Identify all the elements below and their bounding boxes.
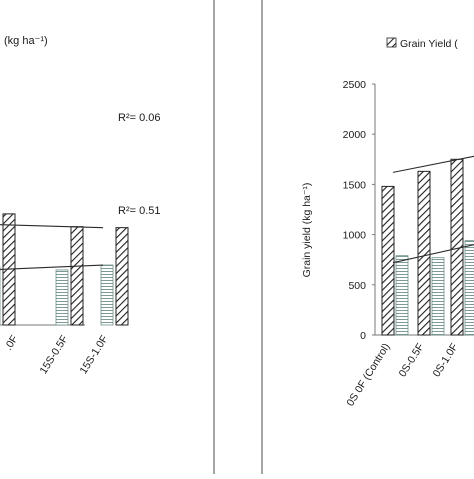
x-tick-label: 0S-0.5F: [397, 341, 427, 379]
y-tick-label: 1000: [343, 230, 367, 242]
y-tick-label: 2000: [343, 129, 367, 141]
bar-diagonal-hatch: [115, 227, 129, 326]
bar-horizontal-lines: [395, 255, 409, 336]
y-axis-label: Grain yield (kg ha⁻¹): [301, 183, 313, 278]
y-tick-label: 0: [360, 330, 366, 342]
trend-line: [0, 224, 104, 229]
trend-line: [0, 264, 104, 270]
x-tick-label: 0S 0F (Control): [344, 341, 392, 408]
x-tick-label: .0F: [2, 333, 20, 352]
trend-line: [392, 244, 474, 264]
legend-swatch: [386, 37, 397, 48]
x-tick-label: 15S-1.0F: [77, 333, 110, 376]
right-chart-panel: Grain Yield ( Grain yield (kg ha⁻¹) 0 500…: [261, 0, 474, 474]
left-chart-title: (kg ha⁻¹): [4, 35, 48, 47]
left-chart-panel: (kg ha⁻¹) .0F 15S-0.5F 15S-1.0F R²= 0.06 R…: [0, 0, 215, 474]
y-tick-labels: 0 500 1000 1500 2000 2500: [343, 79, 375, 342]
x-tick-labels: 0S 0F (Control) 0S-0.5F 0S-1.0F: [344, 341, 460, 408]
r-squared-annotation: R²= 0.06: [118, 112, 161, 124]
y-tick-label: 2500: [343, 79, 367, 91]
left-bars-group: [0, 213, 129, 326]
bar-horizontal-lines: [464, 240, 474, 336]
y-tick-label: 1500: [343, 179, 367, 191]
r-squared-annotation: R²= 0.51: [118, 205, 161, 217]
legend-label: Grain Yield (: [400, 38, 458, 50]
bar-horizontal-lines: [431, 257, 445, 336]
x-tick-label: 15S-0.5F: [37, 333, 70, 376]
right-bars-group: [381, 158, 474, 336]
left-trend-lines: [0, 224, 104, 270]
bar-horizontal-lines: [55, 269, 69, 326]
trend-line: [392, 155, 474, 173]
bar-diagonal-hatch: [70, 226, 84, 326]
right-trend-lines: [392, 155, 474, 264]
legend: Grain Yield (: [386, 37, 458, 50]
y-tick-label: 500: [348, 280, 366, 292]
bar-diagonal-hatch: [417, 170, 431, 336]
bar-diagonal-hatch: [381, 185, 395, 336]
x-tick-label: 0S-1.0F: [431, 341, 461, 379]
left-x-tick-labels: .0F 15S-0.5F 15S-1.0F: [2, 333, 110, 376]
bar-horizontal-lines: [100, 264, 114, 326]
